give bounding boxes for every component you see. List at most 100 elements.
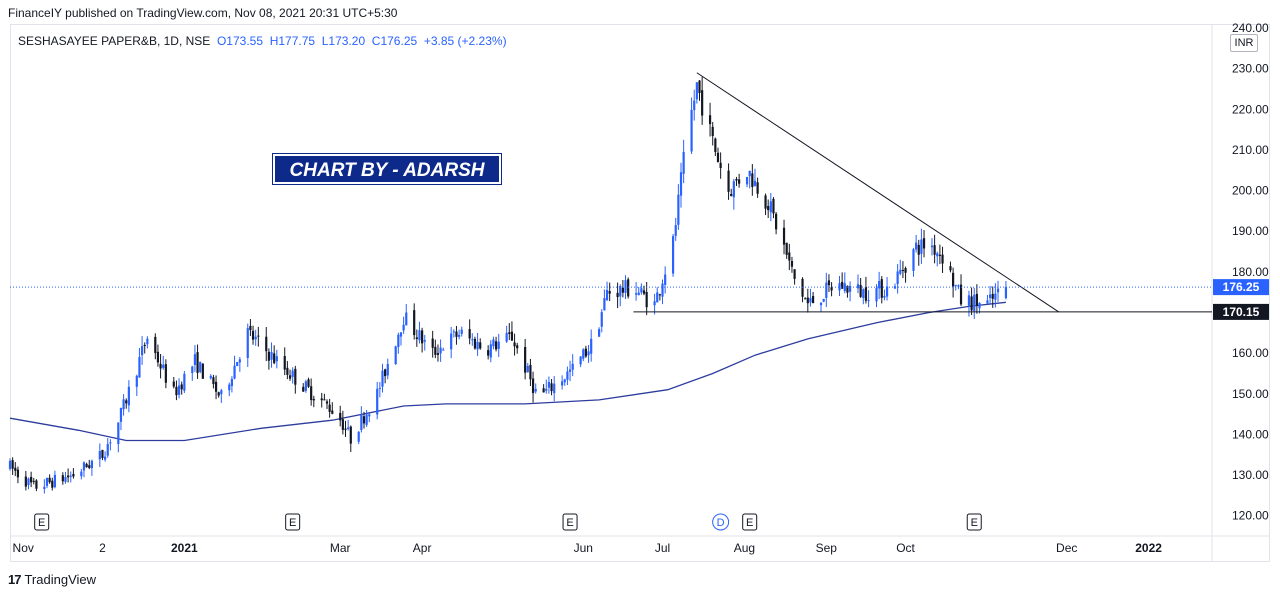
- candle: [827, 274, 831, 293]
- candle-body: [331, 410, 334, 414]
- candle-body: [159, 363, 162, 369]
- candle-body: [531, 378, 535, 394]
- y-tick-label: 230.00: [1232, 62, 1269, 76]
- candle-body: [756, 182, 759, 194]
- candle-body: [376, 388, 379, 415]
- candle: [312, 395, 315, 408]
- candle-body: [82, 462, 86, 471]
- candle: [230, 376, 234, 393]
- candle-body: [711, 126, 714, 137]
- candle: [72, 468, 75, 479]
- tradingview-logo[interactable]: 17 TradingView: [8, 572, 96, 587]
- chart-frame[interactable]: [10, 24, 1270, 562]
- candle: [677, 184, 680, 230]
- candle-body: [645, 292, 648, 308]
- x-tick-label: Aug: [734, 541, 755, 555]
- candle-body: [735, 178, 738, 181]
- candle: [991, 286, 994, 308]
- candle-body: [423, 340, 426, 342]
- candle: [843, 272, 846, 294]
- candle-body: [270, 352, 273, 360]
- candle-body: [90, 460, 93, 469]
- candle-body: [674, 225, 677, 236]
- candle-body: [616, 292, 619, 298]
- candle: [775, 211, 778, 235]
- candle: [146, 336, 149, 349]
- candle: [642, 285, 646, 296]
- candle-body: [864, 286, 868, 301]
- candle-body: [230, 378, 234, 387]
- candle: [708, 102, 712, 137]
- candle: [745, 176, 749, 188]
- candle-body: [714, 138, 717, 152]
- candle-body: [782, 227, 786, 245]
- candle: [24, 470, 27, 491]
- candle-body: [275, 356, 278, 362]
- candle: [251, 325, 255, 345]
- candle-body: [249, 325, 252, 331]
- candle: [172, 376, 175, 389]
- candle: [48, 474, 51, 484]
- candle-body: [413, 310, 416, 336]
- candle-body: [671, 236, 675, 274]
- candle-body: [191, 366, 194, 374]
- candle: [45, 477, 49, 489]
- candle-body: [561, 381, 564, 386]
- candle-body: [701, 90, 704, 116]
- candle: [600, 309, 603, 333]
- candle: [236, 361, 239, 367]
- x-axis[interactable]: Nov 2 2021 Mar Apr Jun Jul Aug Sep Oct Dec 2022: [13, 541, 1163, 555]
- candle: [323, 393, 326, 401]
- candle: [568, 360, 572, 382]
- candle-body: [487, 350, 490, 356]
- candle: [302, 383, 305, 392]
- candle-body: [941, 254, 944, 264]
- candle: [180, 381, 183, 395]
- candle: [360, 406, 363, 433]
- candle: [967, 290, 971, 317]
- candle: [431, 330, 434, 358]
- candle: [14, 462, 17, 477]
- candle: [986, 294, 989, 304]
- candle-body: [827, 280, 831, 286]
- candle: [138, 348, 141, 378]
- currency-badge[interactable]: INR: [1230, 34, 1258, 52]
- candles-layer: [8, 76, 1008, 494]
- candle: [90, 459, 93, 476]
- candle-body: [967, 295, 971, 306]
- candle-body: [43, 486, 46, 489]
- candle: [730, 188, 733, 197]
- candle: [793, 269, 796, 285]
- candle: [590, 329, 593, 362]
- candle-body: [547, 381, 551, 388]
- y-tick-label: 220.00: [1232, 102, 1269, 116]
- candle: [286, 361, 289, 380]
- candle-body: [856, 284, 860, 289]
- candle-body: [603, 298, 606, 311]
- candle-body: [117, 422, 120, 445]
- candle-body: [957, 285, 960, 287]
- candle: [867, 290, 870, 308]
- candle-body: [489, 344, 492, 358]
- candle: [975, 284, 978, 314]
- candle-body: [479, 342, 482, 349]
- drawing-lines-layer: [10, 72, 1212, 313]
- earnings-marker-badge: [742, 513, 758, 531]
- candle-body: [901, 270, 905, 272]
- y-axis[interactable]: 120.00130.00140.00150.00160.00170.00180.…: [1232, 21, 1269, 523]
- candle: [468, 319, 471, 345]
- candle: [954, 284, 957, 291]
- x-tick-label: Dec: [1056, 541, 1077, 555]
- candle: [117, 422, 120, 453]
- candle-body: [716, 152, 720, 163]
- candle: [238, 356, 241, 372]
- candle: [80, 468, 83, 480]
- candle-body: [27, 478, 30, 486]
- candle-body: [119, 407, 123, 422]
- candle-body: [769, 201, 772, 213]
- candle: [922, 230, 926, 258]
- candle: [553, 376, 556, 402]
- candle-body: [566, 371, 569, 380]
- candle-body: [64, 477, 67, 482]
